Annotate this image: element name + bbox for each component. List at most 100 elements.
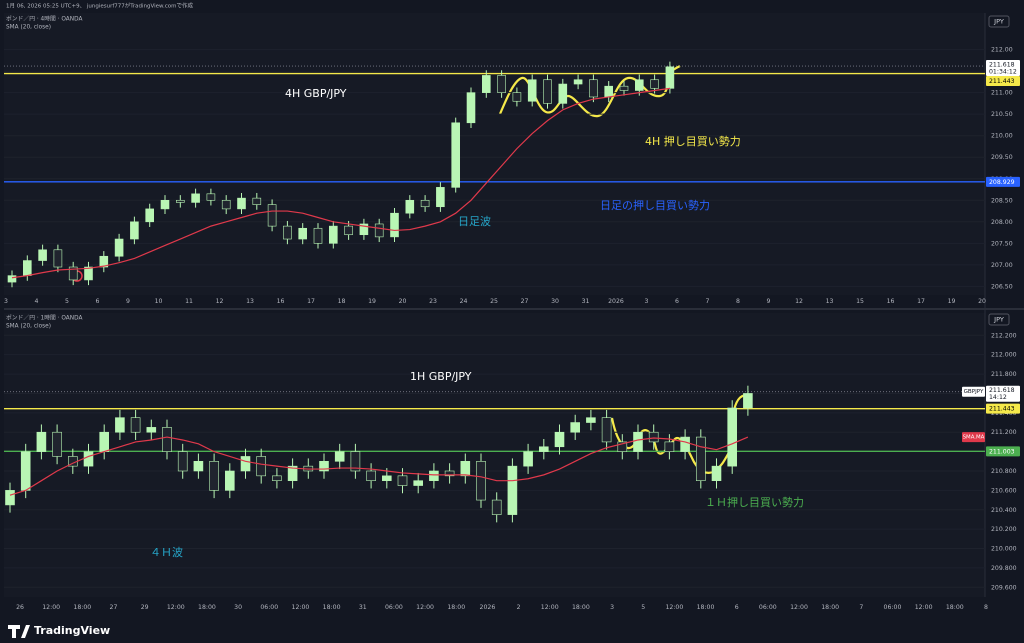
candle-body	[146, 427, 157, 433]
level-label-box	[986, 446, 1020, 457]
candle-body	[313, 227, 323, 244]
sma-line	[11, 87, 670, 279]
caption: 1月 06, 2026 05:25 UTC+9、 jungiesurf777がT…	[6, 2, 194, 10]
candle-body	[727, 407, 738, 467]
symbol: ポンド／円 · 1時間 · OANDA	[6, 314, 82, 322]
candle-body	[570, 422, 581, 433]
x-tick-label: 6	[675, 298, 679, 305]
level-label-box	[986, 176, 1020, 187]
candle-body	[554, 431, 565, 448]
candle-body	[237, 197, 246, 210]
candle-body	[429, 470, 439, 481]
symbol-tag-box	[962, 386, 985, 397]
candle-body	[38, 249, 47, 261]
candle-body	[497, 75, 506, 93]
x-tick-label: 12:00	[665, 604, 683, 611]
candle-body	[177, 451, 188, 472]
y-tick-label: 212.000	[991, 352, 1017, 359]
currency-box	[988, 313, 1010, 326]
x-tick-label: 3	[645, 298, 649, 305]
candle-body	[328, 225, 338, 244]
y-tick-label: 211.00	[991, 90, 1013, 97]
x-tick-label: 9	[126, 298, 130, 305]
top-plot	[4, 13, 985, 295]
x-tick-label: 8	[736, 298, 740, 305]
candle-body	[460, 461, 471, 477]
candle-body	[206, 193, 216, 201]
candle-body	[83, 451, 94, 467]
candle-body	[334, 451, 345, 462]
candle-body	[191, 193, 200, 203]
candle-body	[507, 465, 518, 515]
x-tick-label: 6	[96, 298, 100, 305]
candle-body	[695, 436, 706, 481]
candle-body	[390, 212, 399, 238]
candle-body	[193, 461, 204, 472]
candle-body	[604, 85, 614, 98]
candle-body	[397, 475, 408, 486]
annotation: 日足の押し目買い勢力	[600, 198, 710, 212]
annotation: １Ｈ押し目買い勢力	[705, 495, 804, 509]
candle-body	[209, 461, 219, 491]
x-tick-label: 12:00	[42, 604, 60, 611]
candle-body	[176, 199, 185, 203]
annotation: 日足波	[458, 215, 491, 228]
x-tick-label: 5	[65, 298, 69, 305]
price-label: 211.618	[989, 62, 1015, 69]
candle-body	[5, 490, 15, 506]
candle-body	[240, 456, 251, 472]
candle-body	[114, 238, 124, 257]
y-tick-label: 208.00	[991, 219, 1013, 226]
x-tick-label: 06:00	[884, 604, 902, 611]
candle-body	[350, 451, 361, 472]
x-tick-label: 2	[517, 604, 521, 611]
candle-body	[130, 221, 139, 240]
candle-body	[319, 461, 329, 472]
candle-body	[680, 436, 690, 452]
x-tick-label: 13	[246, 298, 254, 305]
candle-body	[634, 79, 644, 91]
candle-body	[115, 417, 125, 433]
annotation: 4H 押し目買い勢力	[645, 134, 741, 148]
x-tick-label: 25	[490, 298, 498, 305]
brand: TradingView	[34, 624, 110, 637]
x-tick-label: 17	[917, 298, 925, 305]
level-label: 211.443	[989, 406, 1015, 413]
x-tick-label: 12:00	[167, 604, 185, 611]
candle-body	[53, 249, 63, 268]
price-label-box	[986, 60, 1020, 77]
candle-body	[84, 266, 93, 281]
candle-body	[589, 79, 598, 98]
y-tick-label: 206.50	[991, 283, 1013, 290]
logo-icon	[8, 625, 30, 638]
level-label-box	[986, 403, 1020, 414]
x-tick-label: 5	[641, 604, 645, 611]
y-tick-label: 210.200	[991, 526, 1017, 533]
currency: JPY	[993, 18, 1004, 26]
candle-body	[267, 204, 277, 227]
x-tick-label: 18:00	[572, 604, 590, 611]
level-label: 208.929	[989, 179, 1015, 186]
x-tick-label: 11	[185, 298, 193, 305]
x-tick-label: 2026	[608, 298, 624, 305]
x-tick-label: 12:00	[292, 604, 310, 611]
y-tick-label: 207.00	[991, 262, 1013, 269]
annotation: ４Ｈ波	[150, 546, 183, 559]
y-tick-label: 210.000	[991, 546, 1017, 553]
candle-body	[160, 199, 170, 210]
sma-line	[9, 436, 749, 496]
y-tick-label: 208.50	[991, 197, 1013, 204]
indicator: SMA (20, close)	[6, 324, 51, 330]
x-tick-label: 24	[460, 298, 468, 305]
candle-body	[381, 475, 392, 481]
candle-body	[444, 470, 455, 477]
x-tick-label: 06:00	[260, 604, 278, 611]
candle-body	[617, 441, 628, 452]
x-tick-label: 27	[521, 298, 529, 305]
x-tick-label: 6	[735, 604, 739, 611]
level-label: 211.003	[989, 448, 1015, 455]
y-tick-label: 209.50	[991, 154, 1013, 161]
x-tick-label: 23	[429, 298, 437, 305]
price-label: 211.618	[989, 387, 1015, 394]
